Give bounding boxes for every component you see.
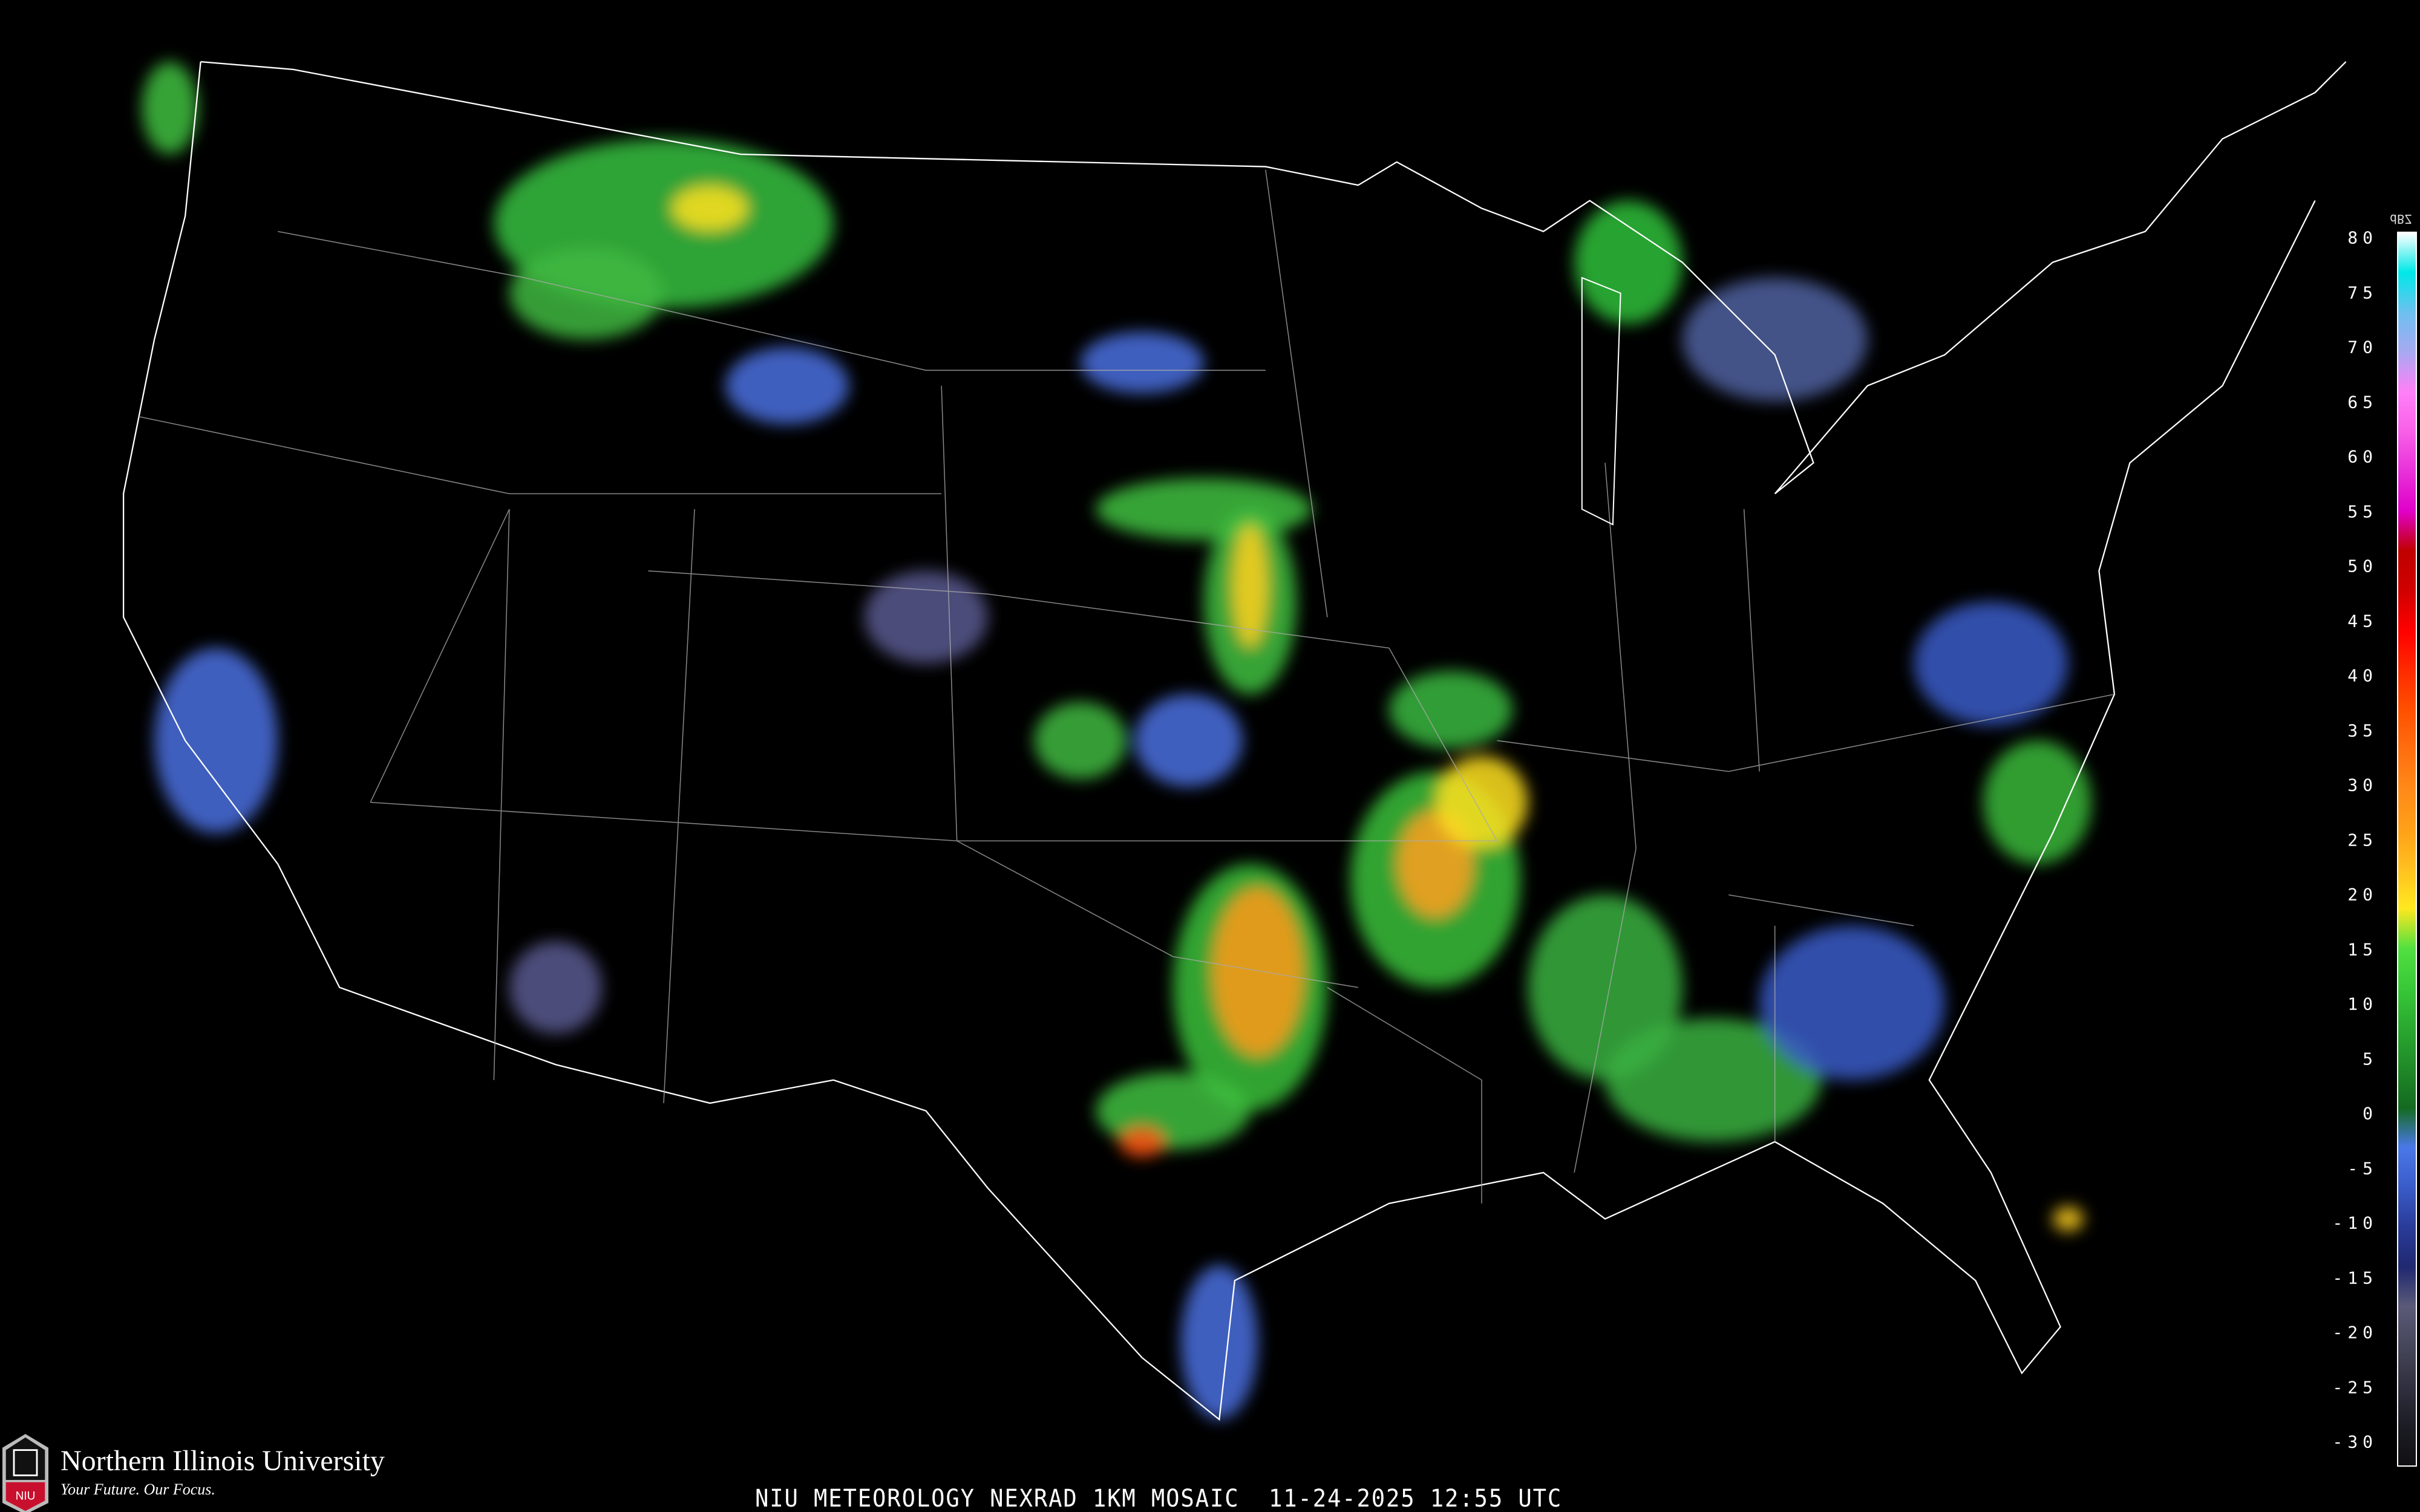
legend-label: 80	[2347, 227, 2378, 248]
legend-label: -5	[2347, 1158, 2378, 1178]
niu-shield-icon: NIU	[2, 1434, 48, 1512]
legend-label: 75	[2347, 282, 2378, 302]
svg-text:NIU: NIU	[16, 1490, 36, 1502]
legend-label: 70	[2347, 337, 2378, 357]
legend-label: -30	[2332, 1432, 2378, 1452]
legend-label: 15	[2347, 939, 2378, 959]
radar-echo	[142, 62, 198, 155]
lake-michigan	[1581, 276, 1621, 526]
radar-echo	[1096, 1072, 1251, 1150]
radar-echo	[1034, 702, 1127, 780]
radar-echo	[2052, 1206, 2084, 1231]
radar-echo	[1388, 671, 1512, 749]
radar-echo	[725, 347, 849, 425]
legend-label: 30	[2347, 775, 2378, 795]
radar-echo	[1605, 1018, 1822, 1142]
radar-echo	[864, 570, 988, 663]
radar-echo	[1231, 524, 1269, 648]
legend-label: 55	[2347, 501, 2378, 521]
legend-label: 65	[2347, 392, 2378, 412]
legend-unit: dBZ	[2390, 212, 2412, 226]
legend-label: 10	[2347, 994, 2378, 1014]
radar-echo	[1914, 601, 2068, 725]
radar-echo	[1211, 887, 1304, 1057]
radar-echo	[509, 941, 602, 1034]
niu-logo: NIU Northern Illinois University Your Fu…	[0, 1427, 460, 1512]
radar-echo	[1682, 278, 1868, 402]
legend-label: 50	[2347, 556, 2378, 576]
product-title: NIU METEOROLOGY NEXRAD 1KM MOSAIC 11-24-…	[755, 1485, 1563, 1512]
radar-echo	[1080, 331, 1204, 394]
legend-label: 40	[2347, 665, 2378, 686]
radar-echo	[1180, 1265, 1258, 1419]
dbz-color-scale	[2397, 232, 2417, 1467]
radar-echo	[671, 185, 749, 232]
radar-echo	[154, 648, 278, 833]
radar-echo	[1983, 740, 2091, 864]
legend-label: 45	[2347, 611, 2378, 631]
legend-label: 35	[2347, 720, 2378, 740]
state-borders	[139, 169, 2115, 1204]
legend-label: 60	[2347, 446, 2378, 467]
radar-echo	[1759, 925, 1945, 1080]
radar-echo	[1119, 1126, 1166, 1158]
radar-echoes	[142, 62, 2091, 1419]
legend-label: -20	[2332, 1322, 2378, 1343]
university-tagline: Your Future. Our Focus.	[60, 1481, 215, 1498]
legend-label: 20	[2347, 884, 2378, 905]
legend-label: 5	[2363, 1049, 2378, 1069]
radar-echo	[1134, 694, 1243, 787]
legend-label: -25	[2332, 1377, 2378, 1397]
radar-echo	[1574, 200, 1683, 324]
university-name: Northern Illinois University	[60, 1445, 385, 1477]
legend-label: 25	[2347, 830, 2378, 850]
legend-label: -10	[2332, 1213, 2378, 1233]
us-border	[122, 60, 2347, 1421]
radar-echo	[509, 247, 664, 340]
legend-label: 0	[2363, 1103, 2378, 1124]
radar-echo	[1435, 756, 1528, 849]
legend-label: -15	[2332, 1268, 2378, 1288]
